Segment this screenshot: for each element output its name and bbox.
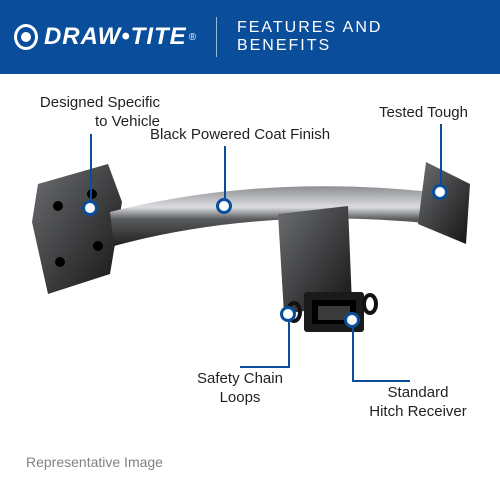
hitch-product: [30, 154, 470, 354]
divider: [216, 17, 217, 57]
callout-text: Black Powered Coat Finish: [150, 126, 330, 143]
hitch-ball-icon: [14, 24, 38, 50]
leader-line: [90, 134, 92, 202]
callout-designed-specific: Designed Specificto Vehicle: [20, 94, 160, 132]
registered-icon: ®: [189, 32, 196, 43]
callout-marker: [344, 312, 360, 328]
leader-line: [352, 380, 410, 382]
leader-line: [352, 326, 354, 382]
header: DRAW•TITE ® FEATURES AND BENEFITS: [0, 0, 500, 74]
callout-text: StandardHitch Receiver: [369, 384, 467, 420]
callout-safety-chain: Safety ChainLoops: [180, 370, 300, 408]
leader-line: [288, 320, 290, 368]
footer-caption: Representative Image: [0, 454, 500, 470]
callout-marker: [82, 200, 98, 216]
leader-line: [240, 366, 290, 368]
brand-logo: DRAW•TITE ® FEATURES AND BENEFITS: [0, 0, 480, 74]
leader-line: [224, 146, 226, 200]
callout-hitch-receiver: StandardHitch Receiver: [358, 384, 478, 422]
callout-text: Safety ChainLoops: [197, 370, 283, 406]
brand-text: DRAW•TITE: [44, 23, 187, 51]
callout-marker: [216, 198, 232, 214]
callout-black-finish: Black Powered Coat Finish: [150, 126, 360, 145]
header-fill: [480, 0, 500, 74]
callout-tested-tough: Tested Tough: [348, 104, 468, 123]
diagram-stage: Designed Specificto Vehicle Black Powere…: [0, 74, 500, 454]
callout-marker: [432, 184, 448, 200]
callout-text: Tested Tough: [379, 104, 468, 121]
callout-text: Designed Specificto Vehicle: [40, 94, 160, 130]
callout-marker: [280, 306, 296, 322]
tagline: FEATURES AND BENEFITS: [237, 19, 458, 55]
leader-line: [440, 124, 442, 186]
